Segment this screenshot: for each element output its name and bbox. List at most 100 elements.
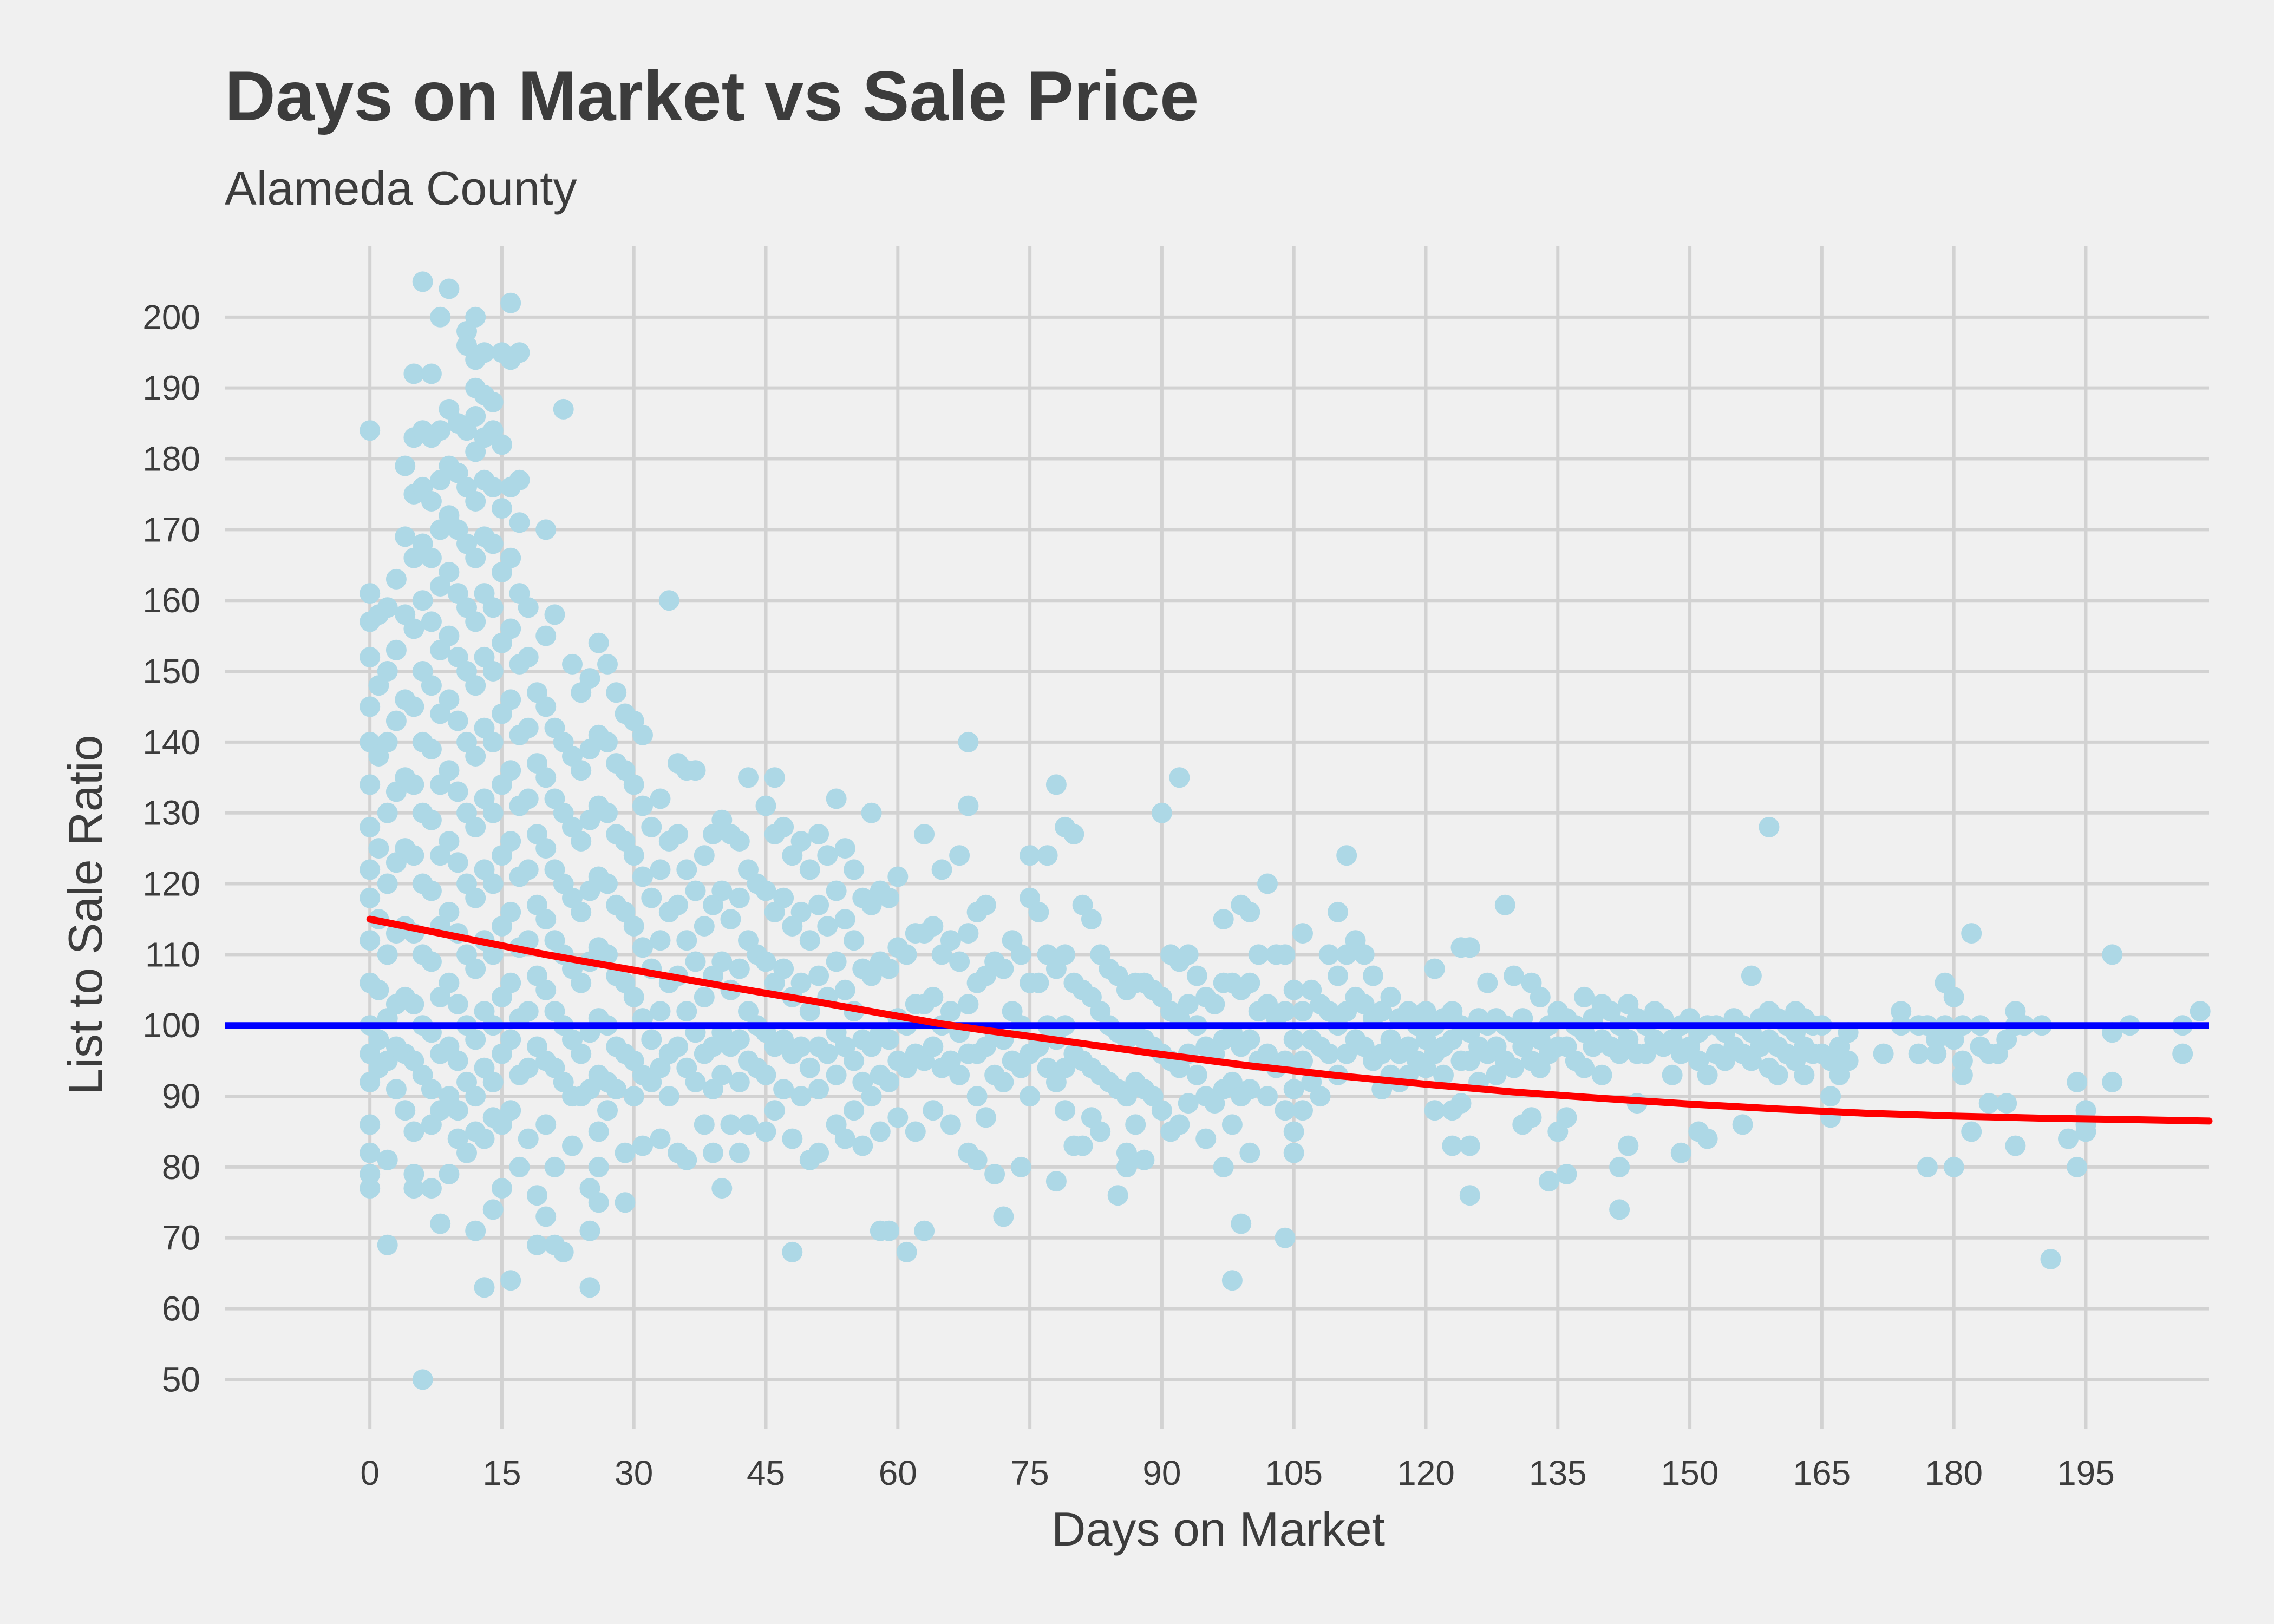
data-point <box>439 625 460 646</box>
data-point <box>527 1234 547 1255</box>
data-point <box>1574 1057 1595 1078</box>
data-point <box>1917 1156 1938 1177</box>
data-point <box>1328 965 1348 986</box>
data-point <box>588 1121 609 1142</box>
data-point <box>1063 824 1084 844</box>
data-point <box>1045 774 1067 795</box>
data-point <box>685 880 706 901</box>
data-point <box>966 1086 988 1107</box>
data-point <box>421 363 442 384</box>
y-tick-label: 60 <box>162 1289 200 1328</box>
data-point <box>360 887 381 908</box>
data-point <box>720 1114 741 1135</box>
data-point <box>1055 944 1076 965</box>
data-point <box>729 831 750 852</box>
data-point <box>1363 965 1383 986</box>
x-tick-label: 105 <box>1265 1453 1323 1492</box>
data-point <box>492 1178 512 1199</box>
data-point <box>395 455 416 476</box>
data-point <box>711 951 733 972</box>
data-point <box>879 887 900 908</box>
data-point <box>623 986 644 1007</box>
data-point <box>1221 1270 1243 1291</box>
data-point <box>430 1213 451 1234</box>
data-point <box>403 1121 424 1142</box>
data-point <box>1310 1086 1331 1107</box>
data-point <box>571 760 592 781</box>
data-point <box>1292 923 1313 944</box>
data-point <box>588 1192 609 1213</box>
data-point <box>1283 1079 1304 1099</box>
data-point <box>562 653 583 675</box>
data-point <box>1978 1093 1999 1114</box>
data-point <box>844 930 865 951</box>
data-point <box>773 958 794 979</box>
data-point <box>403 1164 424 1184</box>
data-point <box>799 859 820 880</box>
data-point <box>676 859 697 880</box>
data-point <box>1556 1164 1577 1184</box>
data-point <box>482 944 504 965</box>
data-point <box>844 1100 865 1121</box>
data-point <box>870 1121 891 1142</box>
data-point <box>403 845 424 866</box>
data-point <box>465 1086 486 1107</box>
data-point <box>403 994 424 1014</box>
data-point <box>439 1164 460 1184</box>
data-point <box>940 930 961 951</box>
data-point <box>2005 1135 2026 1156</box>
data-point <box>834 909 855 929</box>
data-point <box>1943 986 1964 1007</box>
data-point <box>1169 1114 1190 1135</box>
data-point <box>1450 1093 1472 1114</box>
data-point <box>1292 1100 1313 1121</box>
y-tick-label: 120 <box>142 865 200 903</box>
data-point <box>492 434 512 455</box>
data-point <box>1494 894 1515 915</box>
data-point <box>1662 1064 1683 1085</box>
data-point <box>2075 1121 2096 1142</box>
data-point <box>1767 1064 1788 1085</box>
data-point <box>676 1149 697 1170</box>
data-point <box>799 930 820 951</box>
data-point <box>755 1064 776 1085</box>
data-point <box>1539 1171 1559 1192</box>
data-point <box>395 526 416 547</box>
data-point <box>447 1050 468 1071</box>
data-point <box>650 859 671 880</box>
data-point <box>465 547 486 568</box>
data-point <box>360 1114 381 1135</box>
data-point <box>439 561 460 582</box>
data-point <box>1221 1114 1243 1135</box>
data-point <box>632 866 653 887</box>
y-tick-label: 80 <box>162 1148 200 1187</box>
data-point <box>553 398 574 420</box>
data-point <box>879 958 900 979</box>
data-point <box>826 880 847 901</box>
data-point <box>518 1001 539 1022</box>
data-point <box>421 547 442 568</box>
data-point <box>993 1071 1014 1092</box>
data-point <box>834 1128 855 1149</box>
data-point <box>668 894 688 915</box>
data-point <box>492 498 512 519</box>
data-point <box>465 746 486 767</box>
data-point <box>377 597 398 618</box>
data-point <box>1891 1001 1912 1022</box>
data-point <box>694 986 715 1007</box>
data-point <box>940 1114 961 1135</box>
data-point <box>1239 1079 1260 1099</box>
data-point <box>518 1128 539 1149</box>
x-tick-label: 30 <box>615 1453 653 1492</box>
data-point <box>1354 944 1375 965</box>
data-point <box>465 306 486 328</box>
data-point <box>579 668 600 689</box>
data-point <box>879 1220 900 1241</box>
data-point <box>403 696 424 717</box>
data-point <box>773 816 794 837</box>
data-point <box>403 618 424 639</box>
data-point <box>632 724 653 745</box>
data-point <box>940 1001 961 1022</box>
data-point <box>1213 909 1234 929</box>
data-point <box>439 760 460 781</box>
